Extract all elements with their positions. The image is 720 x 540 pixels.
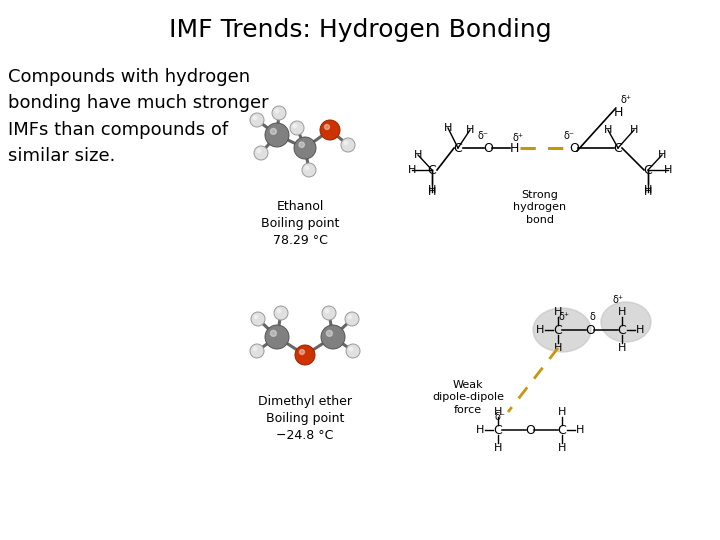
Circle shape [305,166,309,170]
Text: δ⁺: δ⁺ [613,295,624,305]
Circle shape [251,312,265,326]
Circle shape [250,344,264,358]
Circle shape [253,116,256,120]
Text: H: H [494,443,502,453]
Circle shape [299,142,305,147]
Text: C: C [557,423,567,436]
Text: δ⁺: δ⁺ [513,133,523,143]
Text: C: C [454,141,462,154]
Circle shape [302,163,316,177]
Circle shape [274,306,288,320]
Text: C: C [644,164,652,177]
Circle shape [294,137,316,159]
Text: C: C [554,323,562,336]
Text: H: H [618,307,626,317]
Circle shape [321,325,345,349]
Circle shape [272,106,286,120]
Text: Compounds with hydrogen
bonding have much stronger
IMFs than compounds of
simila: Compounds with hydrogen bonding have muc… [8,68,269,165]
Circle shape [348,315,351,319]
Text: H: H [618,343,626,353]
Circle shape [322,306,336,320]
Text: O: O [569,141,579,154]
Text: H: H [636,325,644,335]
Circle shape [345,312,359,326]
Text: H: H [604,125,612,135]
Circle shape [346,344,360,358]
Circle shape [300,349,305,354]
Circle shape [341,138,355,152]
Text: C: C [618,323,626,336]
Circle shape [265,325,289,349]
Text: Weak
dipole-dipole
force: Weak dipole-dipole force [432,380,504,415]
Circle shape [320,120,340,140]
Circle shape [290,121,304,135]
Text: H: H [630,125,638,135]
Text: O: O [585,323,595,336]
Circle shape [253,347,256,350]
Text: H: H [428,187,436,197]
Text: H: H [644,185,652,195]
Circle shape [254,315,258,319]
Text: C: C [494,423,503,436]
Text: H: H [414,150,422,160]
Text: C: C [428,164,436,177]
Circle shape [271,330,276,336]
Text: Dimethyl ether
Boiling point
−24.8 °C: Dimethyl ether Boiling point −24.8 °C [258,395,352,442]
Circle shape [275,109,279,113]
Text: O: O [483,141,493,154]
Text: H: H [576,425,584,435]
Circle shape [295,345,315,365]
Circle shape [250,113,264,127]
Text: H: H [558,443,566,453]
Circle shape [271,129,276,134]
Text: H: H [554,307,562,317]
Text: H: H [558,407,566,417]
Text: H: H [466,125,474,135]
Text: δ⁺: δ⁺ [621,95,631,105]
Circle shape [254,146,268,160]
Ellipse shape [601,302,651,342]
Text: δ: δ [589,312,595,322]
Text: H: H [664,165,672,175]
Text: δ⁺: δ⁺ [559,312,570,322]
Circle shape [344,141,348,145]
Text: C: C [613,141,622,154]
Text: H: H [494,407,502,417]
Text: O: O [525,423,535,436]
Circle shape [265,123,289,147]
Text: δ⁻: δ⁻ [564,131,575,141]
Circle shape [349,347,353,350]
Text: H: H [509,141,518,154]
Circle shape [326,330,333,336]
Circle shape [325,125,330,130]
Text: H: H [444,123,452,133]
Ellipse shape [533,308,591,352]
Text: H: H [536,325,544,335]
Text: IMF Trends: Hydrogen Bonding: IMF Trends: Hydrogen Bonding [168,18,552,42]
Text: H: H [554,343,562,353]
Text: H: H [644,187,652,197]
Text: H: H [428,185,436,195]
Circle shape [325,309,328,313]
Text: H: H [476,425,484,435]
Text: H: H [658,150,666,160]
Circle shape [257,149,261,153]
Circle shape [293,124,297,127]
Text: H: H [613,105,623,118]
Circle shape [277,309,281,313]
Text: H: H [408,165,416,175]
Text: δ⁻: δ⁻ [495,412,505,422]
Text: δ⁻: δ⁻ [477,131,488,141]
Text: Strong
hydrogen
bond: Strong hydrogen bond [513,190,567,225]
Text: Ethanol
Boiling point
78.29 °C: Ethanol Boiling point 78.29 °C [261,200,339,247]
